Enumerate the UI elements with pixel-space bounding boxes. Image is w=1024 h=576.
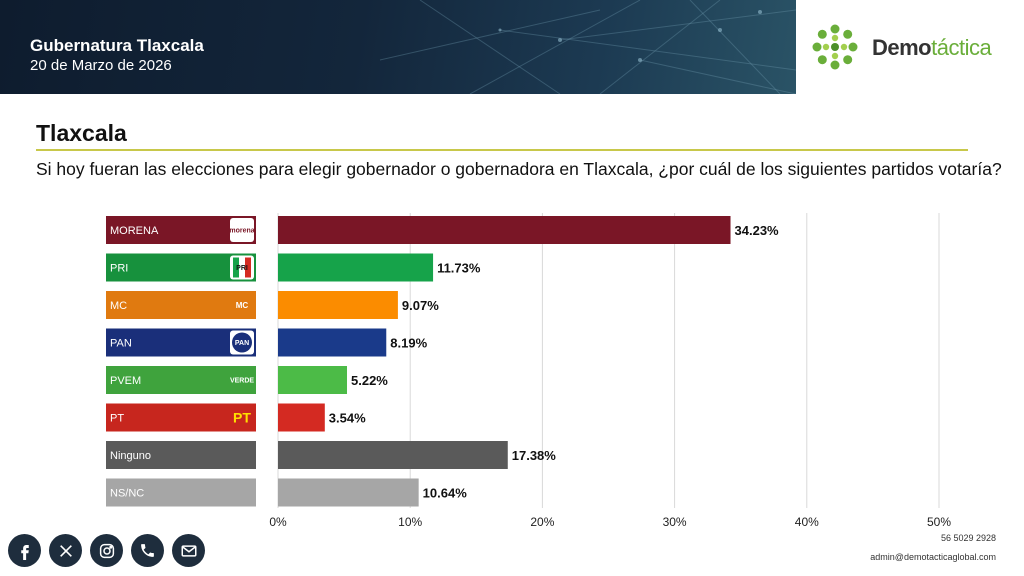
category-label-morena: MORENA morena [106,216,256,244]
data-label: 10.64% [423,486,468,501]
party-logo-icon: VERDE [230,368,254,392]
data-label: 11.73% [437,261,481,276]
category-label-text: PRI [110,263,128,275]
category-label-pri: PRI PRI [106,253,256,282]
bar-nsnc [278,478,419,507]
header-banner: Gubernatura Tlaxcala 20 de Marzo de 2026 [0,0,796,94]
category-label-bg [106,478,256,507]
x-tick-label: 30% [663,515,687,529]
x-icon[interactable] [49,534,82,567]
data-label: 5.22% [351,373,388,388]
bar-pan [278,328,387,357]
bar-pvem [278,366,348,394]
header-date: 20 de Marzo de 2026 [30,57,172,74]
category-label-text: PVEM [110,375,141,387]
category-label-mc: MC MC [106,291,256,319]
category-label-pan: PAN PAN [106,328,256,357]
party-logo-text: morena [229,228,254,235]
x-tick-label: 10% [398,515,422,529]
party-logo-icon: PT [230,405,254,430]
party-logo-stripe [233,257,239,278]
party-logo-stripe [245,257,251,278]
category-label-text: NS/NC [110,488,144,500]
category-label-pt: PT PT [106,403,256,432]
category-label-ninguno: Ninguno [106,441,256,469]
data-label: 9.07% [402,298,439,313]
party-logo-icon: PRI [230,255,254,280]
bar-ninguno [278,441,508,469]
party-logo-circle [232,332,252,353]
category-label-pvem: PVEM VERDE [106,366,256,394]
category-label-text: MORENA [110,225,159,237]
x-tick-label: 50% [927,515,951,529]
x-tick-label: 40% [795,515,819,529]
facebook-icon[interactable] [8,534,41,567]
data-label: 34.23% [735,223,780,238]
x-tick-label: 0% [269,515,287,529]
title-divider [36,149,968,151]
page-title: Tlaxcala [36,120,127,146]
bar-pt [278,403,325,432]
brand-name-part1: Demo [872,35,932,60]
email-icon[interactable] [172,534,205,567]
x-tick-label: 20% [530,515,554,529]
party-logo-bg [230,218,254,242]
category-label-text: PAN [110,338,132,350]
category-label-text: Ninguno [110,450,151,462]
social-links [8,534,205,567]
party-logo-bg [230,405,254,430]
category-label-bg [106,441,256,469]
instagram-icon[interactable] [90,534,123,567]
party-logo-bg [230,368,254,392]
brand-flower-icon [812,24,858,70]
contact-phone: 56 5029 2928 [940,533,996,543]
phone-icon[interactable] [131,534,164,567]
category-label-text: PT [110,413,124,425]
data-label: 17.38% [512,448,557,463]
party-logo-icon: PAN [230,330,254,355]
party-logo-text: PT [233,410,251,426]
brand-logo: Demotáctica [796,0,1024,94]
survey-question: Si hoy fueran las elecciones para elegir… [36,159,1002,179]
contact-email: admin@demotacticaglobal.com [870,552,996,562]
party-logo-text: MC [236,301,249,310]
party-logo-text: VERDE [230,378,254,385]
bar-morena [278,216,731,244]
brand-name: Demotáctica [872,35,992,61]
data-label: 3.54% [329,411,366,426]
category-label-text: MC [110,300,127,312]
party-logo-bg [230,293,254,317]
party-logo-text: PAN [235,340,249,347]
party-logo-icon: morena [229,218,255,242]
party-logo-text: PRI [236,265,248,272]
bar-mc [278,291,398,319]
header-title: Gubernatura Tlaxcala [30,36,204,55]
brand-name-part2: táctica [931,35,992,60]
party-logo-icon: MC [230,293,254,317]
data-label: 8.19% [390,336,427,351]
bar-pri [278,253,434,282]
category-label-nsnc: NS/NC [106,478,256,507]
network-decoration [379,0,796,94]
